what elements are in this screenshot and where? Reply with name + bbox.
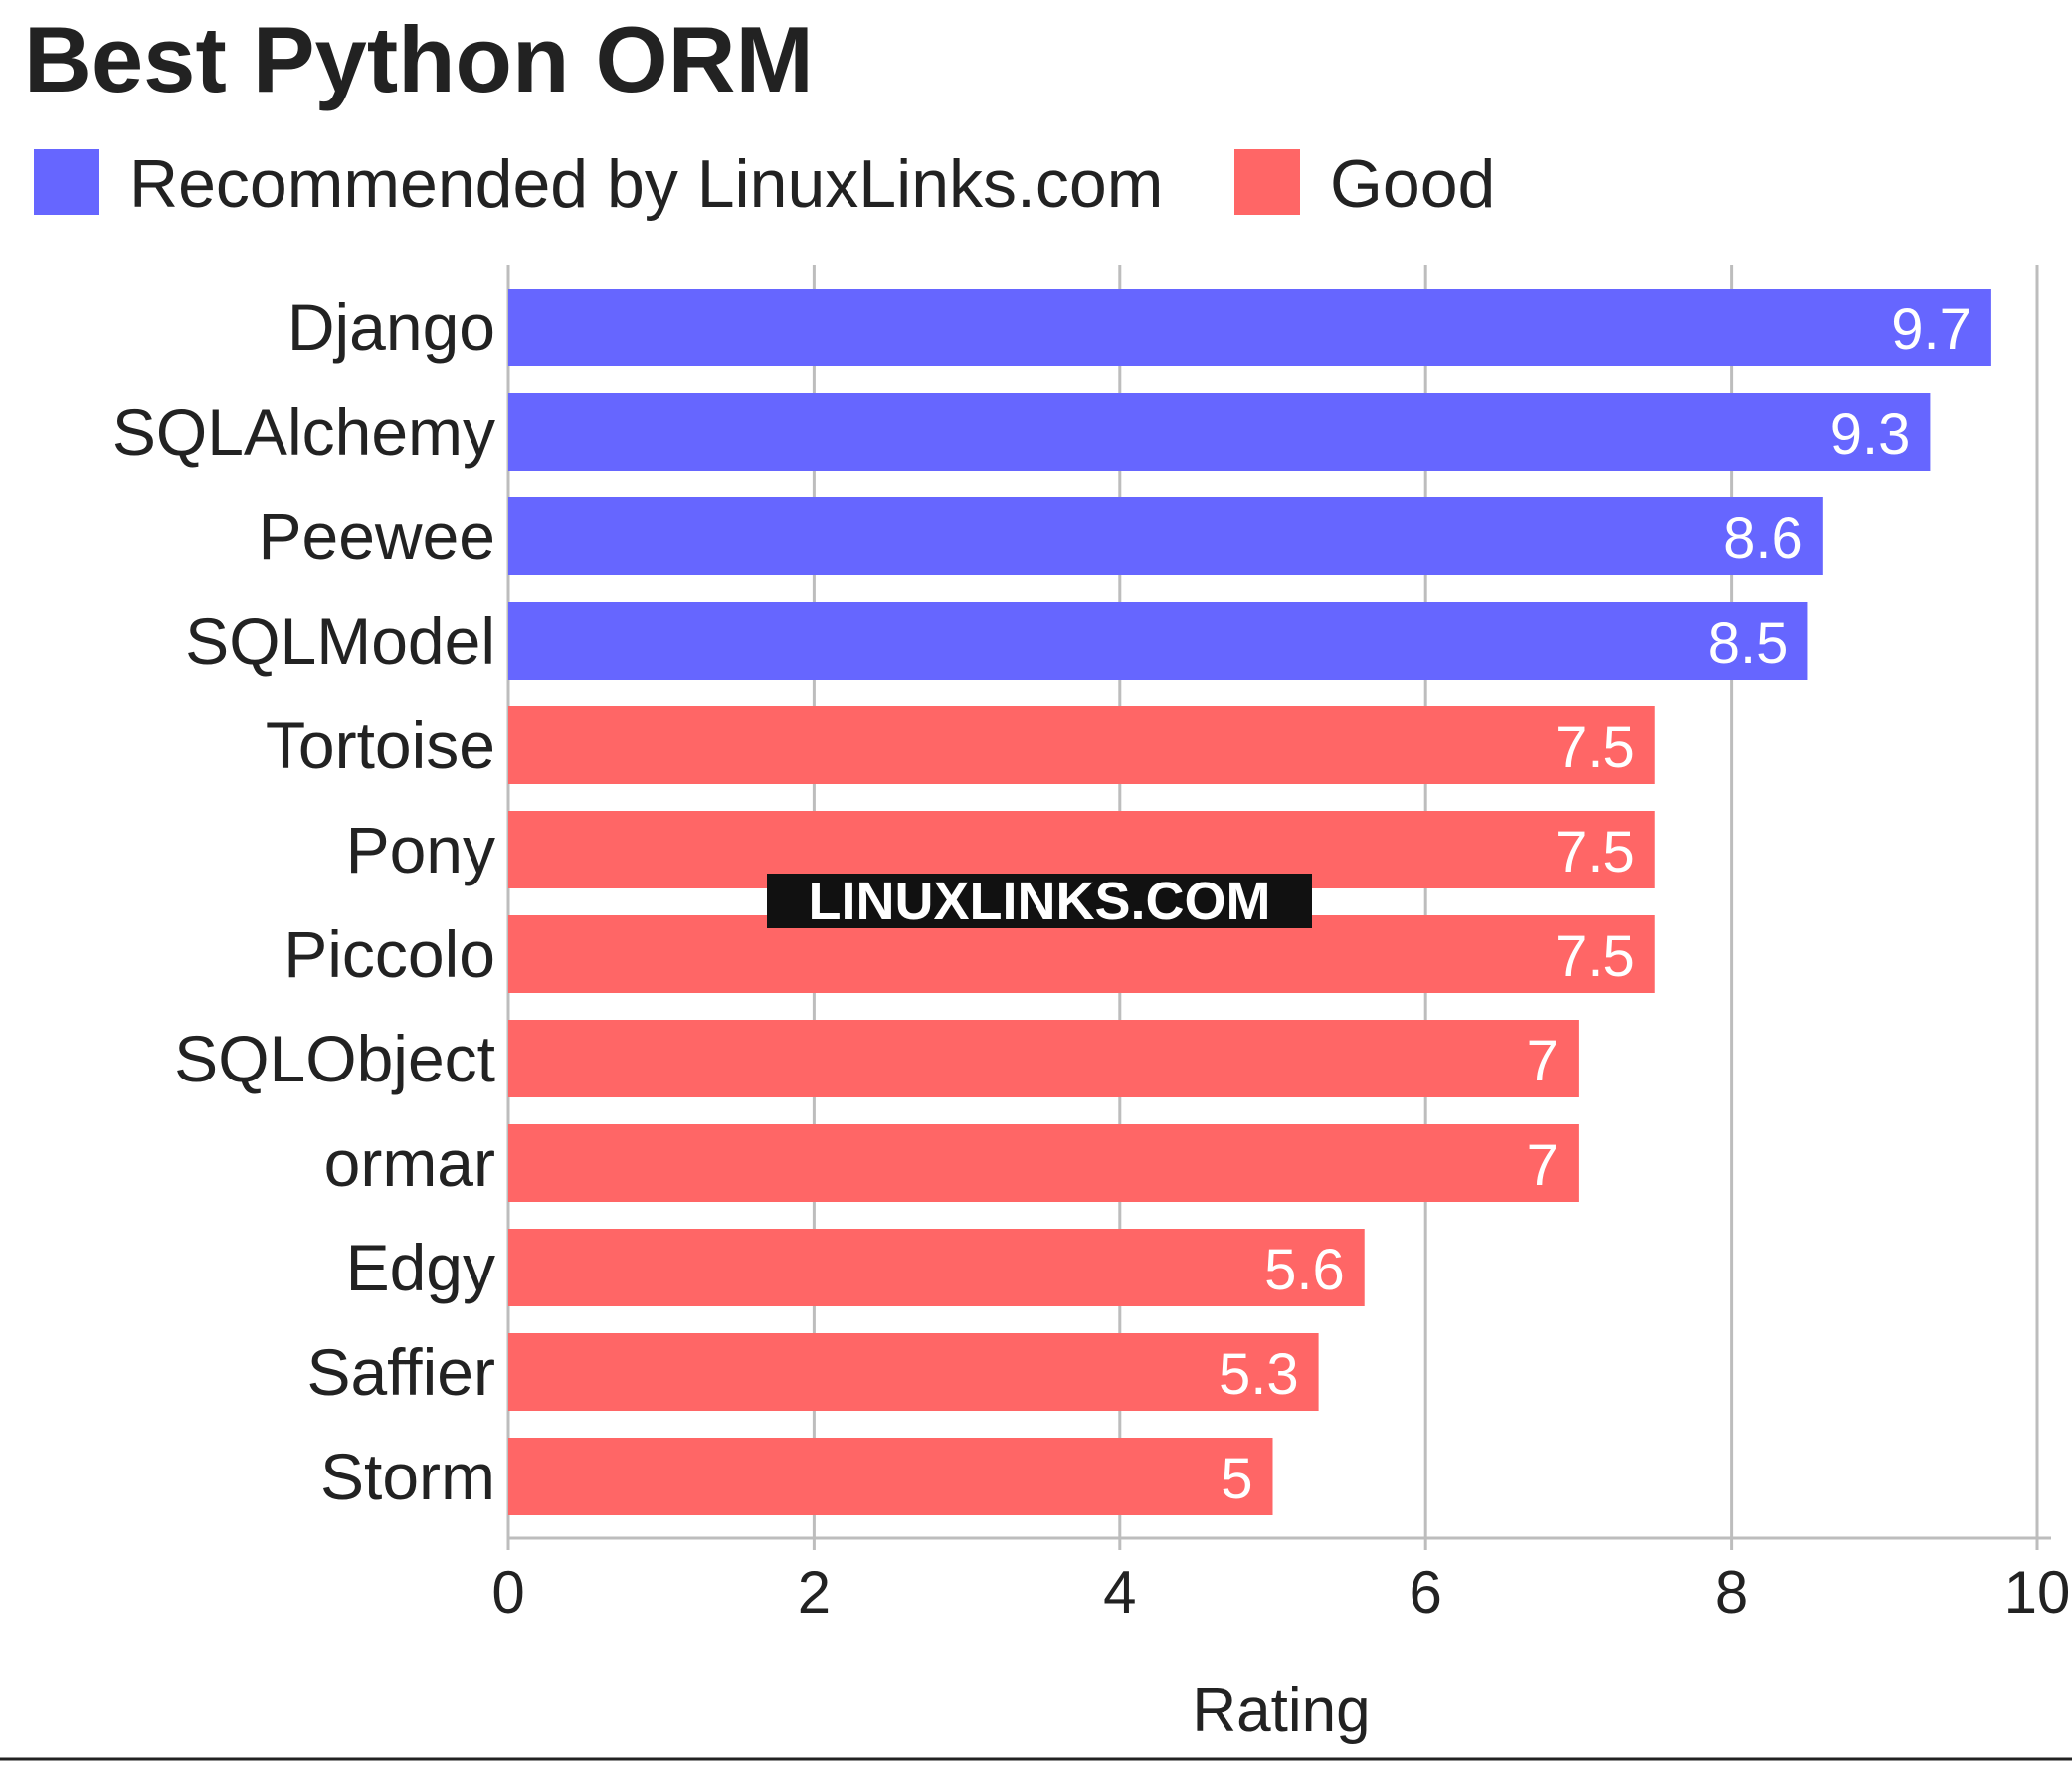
x-tick-label: 0: [491, 1559, 524, 1626]
x-axis: 0 2 4 6 8 10: [491, 1536, 2071, 1626]
legend: Recommended by LinuxLinks.com Good: [34, 146, 1495, 222]
x-tick-label: 6: [1410, 1559, 1442, 1626]
bar: [508, 1124, 1579, 1202]
category-label: SQLModel: [185, 604, 495, 678]
bar: [508, 393, 1931, 471]
x-tick-label: 10: [2004, 1559, 2071, 1626]
x-axis-label: Rating: [1192, 1676, 1370, 1745]
x-tick-label: 4: [1103, 1559, 1136, 1626]
bar: [508, 706, 1655, 784]
watermark-text: LINUXLINKS.COM: [809, 872, 1271, 931]
bar: [508, 289, 1991, 366]
category-label: Django: [287, 291, 495, 364]
category-label: SQLAlchemy: [112, 395, 495, 469]
category-label: Piccolo: [283, 917, 495, 991]
data-label: 5.3: [1219, 1342, 1299, 1407]
data-label: 8.6: [1723, 506, 1803, 571]
data-label: 8.5: [1708, 611, 1789, 676]
category-label: Edgy: [346, 1231, 495, 1304]
data-label: 9.7: [1891, 297, 1972, 362]
category-labels: Django SQLAlchemy Peewee SQLModel Tortoise Po…: [112, 291, 495, 1513]
bar: [508, 497, 1823, 575]
data-label: 7.5: [1555, 715, 1635, 780]
chart-title: Best Python ORM: [24, 7, 814, 111]
category-label: Pony: [346, 813, 495, 886]
data-label: 5.6: [1264, 1238, 1345, 1302]
bar: [508, 1020, 1579, 1097]
category-label: SQLObject: [174, 1022, 495, 1095]
bar: [508, 1229, 1365, 1306]
x-tick-label: 2: [798, 1559, 831, 1626]
data-label: 7.5: [1555, 924, 1635, 989]
legend-label: Good: [1330, 146, 1495, 222]
category-label: Saffier: [306, 1335, 495, 1409]
bar: [508, 602, 1808, 680]
category-label: Tortoise: [266, 708, 495, 782]
data-label: 7: [1527, 1133, 1559, 1198]
bar: [508, 1333, 1319, 1411]
data-label: 5: [1221, 1447, 1252, 1511]
data-label: 9.3: [1830, 402, 1911, 467]
data-label: 7: [1527, 1029, 1559, 1093]
legend-swatch: [34, 149, 99, 215]
data-label: 7.5: [1555, 820, 1635, 884]
bar: [508, 1438, 1273, 1515]
watermark-logo: LINUXLINKS.COM: [767, 872, 1312, 931]
x-tick-label: 8: [1715, 1559, 1748, 1626]
watermark-background: [767, 874, 1312, 928]
value-labels: 9.7 9.3 8.6 8.5 7.5 7.5 7.5 7 7 5.6 5.3 5: [1219, 297, 1972, 1511]
legend-label: Recommended by LinuxLinks.com: [129, 146, 1163, 222]
category-label: Peewee: [258, 499, 495, 573]
category-label: ormar: [324, 1126, 495, 1200]
category-label: Storm: [320, 1440, 495, 1513]
legend-swatch: [1234, 149, 1300, 215]
